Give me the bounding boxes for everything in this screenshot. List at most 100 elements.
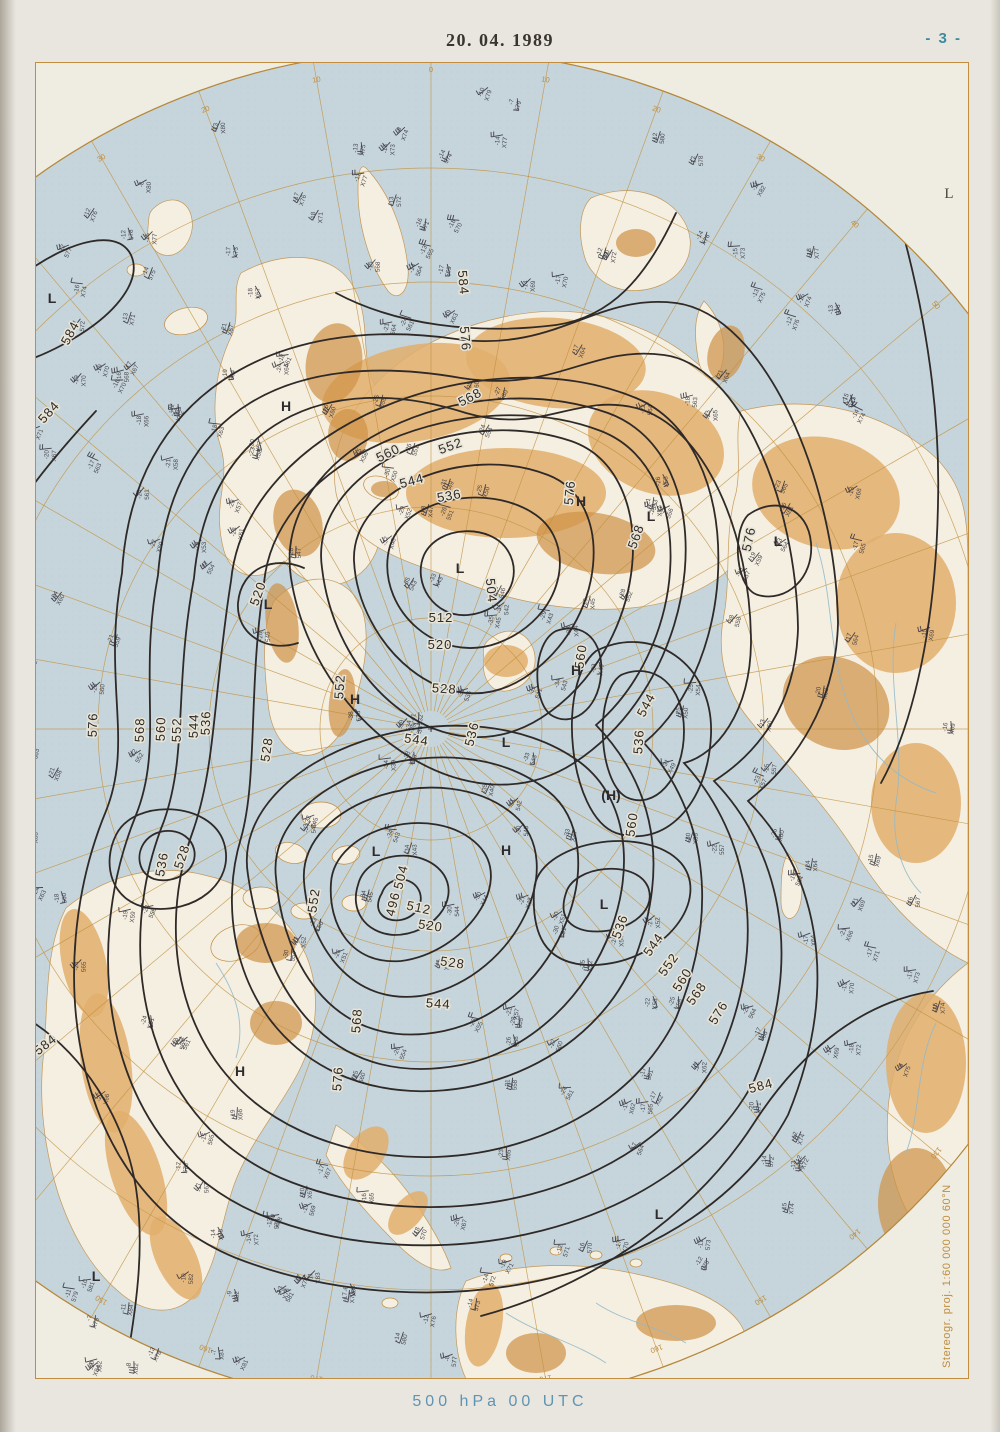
contour-line: [329, 822, 492, 963]
svg-text:X65: X65: [505, 1149, 513, 1161]
svg-text:X77: X77: [152, 233, 159, 245]
station-plot: -6 X83: [342, 1283, 358, 1297]
contour-line: [320, 429, 634, 738]
contour-line: [536, 627, 603, 721]
svg-text:X64: X64: [578, 346, 588, 359]
svg-text:536: 536: [463, 690, 473, 703]
svg-text:X62: X62: [175, 409, 186, 423]
meridian-line: [0, 208, 420, 716]
station-plot: -18 560: [53, 891, 69, 904]
terrain-shading: [328, 409, 368, 461]
svg-text:X77: X77: [501, 136, 509, 148]
rim-longitude-label: 10: [312, 74, 322, 84]
svg-text:563: 563: [692, 396, 700, 407]
svg-text:559: 559: [113, 636, 123, 649]
station-plot: -22 557: [706, 840, 726, 855]
contour-label: 544: [403, 730, 430, 748]
river: [892, 622, 922, 894]
svg-text:-12: -12: [595, 246, 605, 257]
station-plot: -26 X53: [189, 539, 208, 553]
svg-text:561: 561: [283, 356, 294, 369]
svg-text:X57: X57: [741, 569, 752, 583]
svg-text:560: 560: [555, 1040, 565, 1053]
svg-text:X82: X82: [132, 1363, 140, 1375]
svg-text:570: 570: [419, 1228, 429, 1241]
meridian-line: [0, 734, 415, 962]
contour-label: 544: [425, 995, 451, 1012]
contour-line: [73, 301, 839, 1294]
station-plot: -17 X77: [342, 1290, 356, 1303]
svg-text:581: 581: [86, 1280, 96, 1293]
svg-text:-21: -21: [169, 406, 179, 418]
svg-text:-11: -11: [353, 172, 363, 183]
svg-text:564: 564: [390, 323, 399, 335]
station-plot: -13 X73: [378, 141, 397, 156]
svg-text:-27: -27: [518, 895, 527, 906]
svg-text:-18: -18: [247, 287, 254, 297]
svg-text:-35: -35: [487, 615, 495, 626]
svg-text:564: 564: [780, 540, 791, 553]
svg-text:561: 561: [645, 1069, 655, 1082]
svg-text:X71: X71: [504, 1262, 516, 1276]
contour-label: 560: [622, 811, 640, 838]
contour-label: 568: [348, 1008, 365, 1034]
svg-text:560: 560: [99, 683, 107, 694]
terrain-shading: [464, 1283, 504, 1367]
meridian-line: [444, 740, 952, 1166]
svg-text:-13: -13: [146, 1346, 157, 1358]
svg-text:-13: -13: [499, 1258, 510, 1270]
svg-text:-25: -25: [353, 447, 364, 459]
svg-text:565: 565: [647, 1103, 655, 1114]
svg-text:-28: -28: [230, 526, 238, 536]
svg-text:-27: -27: [293, 936, 300, 946]
svg-text:577: 577: [63, 246, 74, 259]
svg-text:580: 580: [659, 133, 667, 145]
svg-text:-34: -34: [496, 604, 503, 614]
svg-text:-17: -17: [639, 1066, 648, 1077]
station-plot: -12 573: [693, 1236, 713, 1251]
svg-text:-7: -7: [508, 98, 516, 106]
low-center-letter: L: [456, 560, 465, 576]
svg-text:-13: -13: [419, 244, 429, 256]
contour-line: [288, 397, 687, 786]
meridian-line: [447, 734, 1000, 962]
svg-text:-17: -17: [844, 632, 853, 643]
svg-text:X52: X52: [301, 936, 308, 948]
svg-text:-24: -24: [559, 1085, 570, 1097]
svg-text:-25: -25: [688, 684, 695, 694]
svg-text:556: 556: [148, 907, 159, 920]
svg-text:-13: -13: [382, 144, 389, 154]
svg-text:-18: -18: [111, 378, 121, 390]
svg-text:-12: -12: [555, 1243, 564, 1254]
svg-text:X73: X73: [740, 247, 747, 259]
meridian-line: [0, 731, 414, 848]
chart-caption: 500 hPa 00 UTC: [412, 1393, 588, 1410]
svg-text:-17: -17: [72, 320, 80, 330]
rim-longitude-label: 160: [198, 1342, 213, 1355]
station-plot: -33 X44: [560, 621, 581, 637]
contour-line: [532, 840, 692, 966]
contour-label: 544: [186, 713, 202, 738]
svg-text:X69: X69: [949, 723, 957, 735]
station-plot: -39 534: [395, 718, 413, 731]
contour-label: 528: [439, 953, 466, 971]
svg-text:X67: X67: [307, 1187, 314, 1199]
terrain-shading: [588, 390, 724, 496]
svg-text:-22: -22: [640, 404, 648, 414]
svg-text:-29: -29: [582, 598, 589, 608]
station-plot: -11 X83: [303, 1270, 322, 1284]
svg-text:-24: -24: [49, 589, 60, 601]
svg-text:X62: X62: [654, 1093, 666, 1107]
